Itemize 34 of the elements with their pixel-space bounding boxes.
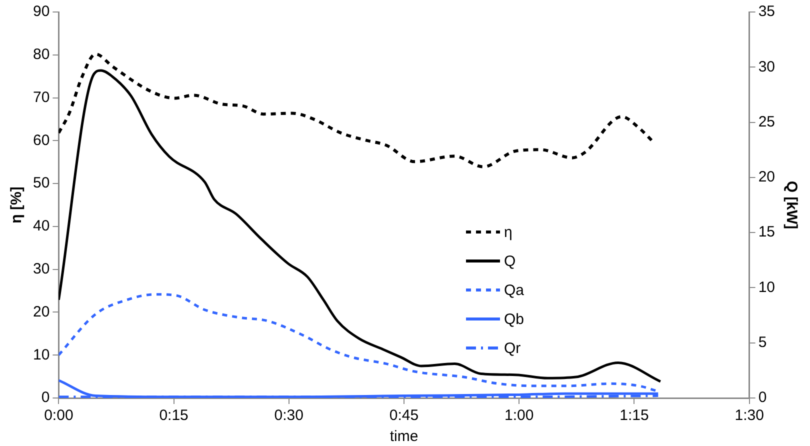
y-tick-label: 70 <box>32 88 50 106</box>
x-tick-label: 0:15 <box>159 407 188 424</box>
y2-axis-title: Q [kW] <box>782 180 800 230</box>
legend-label: Qr <box>504 340 521 356</box>
y-tick-label: 20 <box>32 303 50 320</box>
line-series <box>58 69 662 383</box>
x-tick-label: 0:45 <box>389 407 419 424</box>
x-tick-label: 0:00 <box>44 407 74 424</box>
x-axis-title: time <box>390 428 418 446</box>
y-tick-label: 90 <box>32 3 50 20</box>
legend-label: Qb <box>504 310 524 328</box>
y2-tick-label: 25 <box>758 113 776 130</box>
legend-label: Qa <box>504 282 524 298</box>
x-tick-label: 0:30 <box>274 407 304 424</box>
y2-tick-label: 30 <box>758 58 776 76</box>
x-tick-label: 1:30 <box>734 407 764 424</box>
y-tick-label: 60 <box>32 132 50 149</box>
y-tick-label: 0 <box>41 389 50 406</box>
y2-tick-label: 35 <box>758 3 776 20</box>
x-tick-label: 1:00 <box>504 407 534 424</box>
y-axis-title: η [%] <box>8 186 26 224</box>
y-tick-label: 10 <box>32 346 50 364</box>
y-tick-label: 80 <box>32 46 50 64</box>
y-tick-label: 40 <box>32 218 50 235</box>
legend-label: η <box>504 224 512 240</box>
y2-tick-label: 5 <box>758 334 767 351</box>
y2-tick-label: 0 <box>758 389 767 406</box>
y-tick-label: 50 <box>32 174 50 192</box>
y-tick-label: 30 <box>32 260 50 278</box>
y2-tick-label: 10 <box>758 278 776 296</box>
legend-label: Q <box>504 252 516 270</box>
y2-tick-label: 20 <box>758 168 776 186</box>
y2-tick-label: 15 <box>758 224 776 241</box>
x-tick-label: 1:15 <box>620 407 649 424</box>
